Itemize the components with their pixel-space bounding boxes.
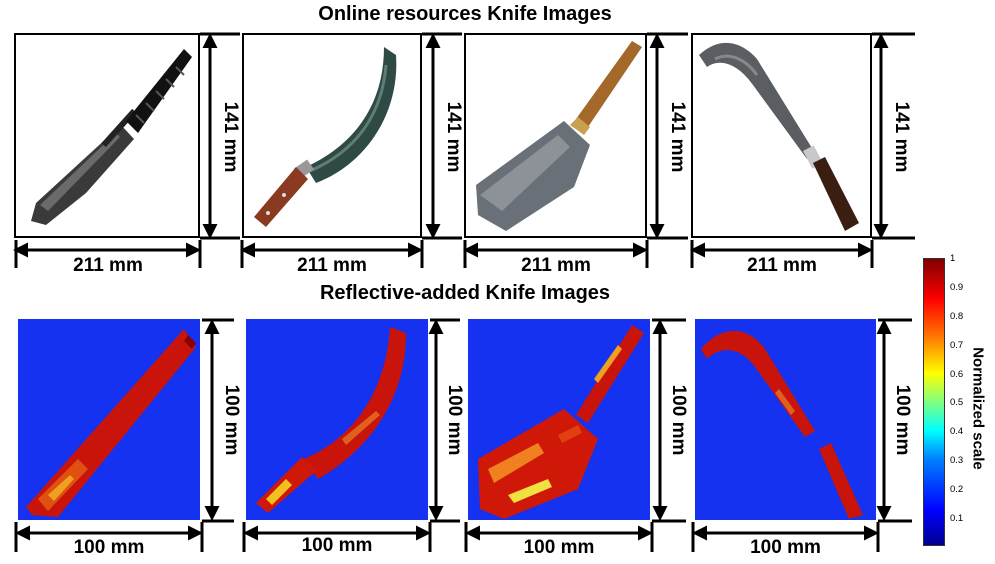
width-label-6: 100 mm	[301, 535, 373, 556]
width-label-7: 100 mm	[523, 537, 595, 558]
heatmap-panel-3	[468, 319, 650, 520]
width-label-3: 211 mm	[521, 255, 591, 276]
combat-knife-icon	[31, 49, 192, 225]
photo-panel-curved-knife	[242, 33, 422, 238]
width-label-5: 100 mm	[73, 537, 145, 558]
width-label-1: 211 mm	[73, 255, 143, 276]
colorbar-tick: 0.8	[950, 311, 964, 322]
height-label-3: 141 mm	[667, 101, 688, 173]
cleaver-icon	[476, 41, 642, 231]
height-label-7: 100 mm	[668, 384, 689, 456]
billhook-icon	[699, 42, 859, 231]
heatmap-panel-1	[18, 319, 200, 520]
top-section-title: Online resources Knife Images	[318, 3, 612, 25]
height-label-2: 141 mm	[443, 101, 464, 173]
width-label-8: 100 mm	[750, 537, 821, 558]
height-label-8: 100 mm	[892, 384, 913, 456]
colorbar-tick: 0.2	[950, 484, 964, 495]
colorbar-tick: 0.4	[950, 426, 964, 437]
colorbar-tick: 0.3	[950, 455, 964, 466]
height-label-1: 141 mm	[220, 101, 241, 173]
colorbar-tick: 0.1	[950, 513, 964, 524]
photo-panel-billhook	[691, 33, 872, 238]
curved-knife-icon	[254, 47, 397, 227]
colorbar-tick: 0.9	[950, 282, 964, 293]
height-label-6: 100 mm	[444, 384, 465, 456]
heatmap-panel-4	[695, 319, 876, 520]
colorbar-label: Normalized scale	[969, 347, 987, 470]
colorbar-tick: 1	[950, 253, 956, 264]
width-label-4: 211 mm	[747, 255, 817, 276]
width-label-2: 211 mm	[297, 255, 367, 276]
height-label-5: 100 mm	[221, 384, 242, 456]
heatmap-panel-2	[246, 319, 428, 520]
bottom-section-title: Reflective-added Knife Images	[319, 282, 611, 304]
photo-panel-cleaver	[464, 33, 647, 238]
colorbar-tick: 0.7	[950, 340, 964, 351]
photo-panel-combat-knife	[14, 33, 200, 238]
colorbar-tick: 0.6	[950, 369, 964, 380]
colorbar	[923, 258, 945, 546]
colorbar-tick: 0.5	[950, 397, 964, 408]
height-label-4: 141 mm	[891, 101, 912, 173]
